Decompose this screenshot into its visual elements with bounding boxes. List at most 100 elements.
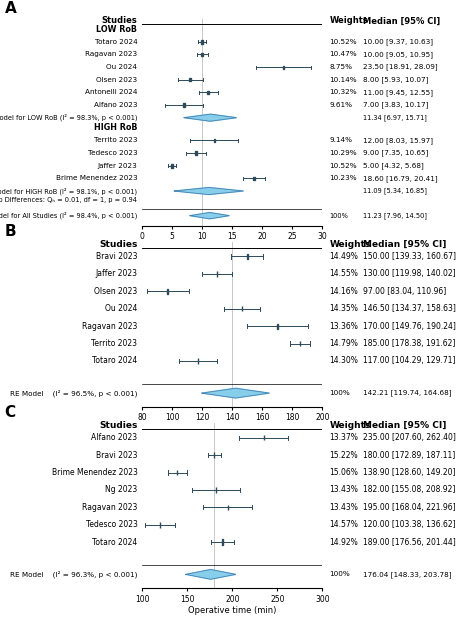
Text: A: A (5, 1, 17, 16)
Polygon shape (190, 212, 229, 219)
Text: 100%: 100% (329, 212, 348, 219)
Text: Alfano 2023: Alfano 2023 (91, 433, 137, 442)
Text: RE Model    (I² = 96.3%, p < 0.001): RE Model (I² = 96.3%, p < 0.001) (10, 570, 137, 578)
Text: C: C (5, 404, 16, 420)
Text: Ragavan 2023: Ragavan 2023 (82, 322, 137, 331)
Text: 14.57%: 14.57% (329, 520, 358, 529)
Text: 23.50 [18.91, 28.09]: 23.50 [18.91, 28.09] (363, 64, 437, 71)
Bar (217, 271, 218, 277)
Text: 130.00 [119.98, 140.02]: 130.00 [119.98, 140.02] (363, 270, 455, 279)
Text: 10.52%: 10.52% (329, 163, 357, 169)
Bar (201, 53, 203, 56)
Text: 120.00 [103.38, 136.62]: 120.00 [103.38, 136.62] (363, 520, 455, 529)
Text: 14.16%: 14.16% (329, 287, 358, 296)
Text: 15.22%: 15.22% (329, 451, 358, 460)
Text: 9.14%: 9.14% (329, 137, 353, 144)
Text: Olsen 2023: Olsen 2023 (94, 287, 137, 296)
Text: Median [95% CI]: Median [95% CI] (363, 17, 440, 25)
Text: 18.60 [16.79, 20.41]: 18.60 [16.79, 20.41] (363, 175, 437, 182)
Text: Ragavan 2023: Ragavan 2023 (85, 52, 137, 57)
Text: 9.00 [7.35, 10.65]: 9.00 [7.35, 10.65] (363, 149, 428, 156)
Text: Tedesco 2023: Tedesco 2023 (88, 150, 137, 156)
Text: Brime Menendez 2023: Brime Menendez 2023 (56, 176, 137, 181)
Text: 14.35%: 14.35% (329, 304, 358, 313)
Text: Bravi 2023: Bravi 2023 (96, 252, 137, 261)
Text: 11.09 [5.34, 16.85]: 11.09 [5.34, 16.85] (363, 188, 427, 195)
Text: 10.00 [9.05, 10.95]: 10.00 [9.05, 10.95] (363, 51, 433, 58)
Text: 100%: 100% (329, 571, 350, 577)
Text: 10.32%: 10.32% (329, 90, 357, 95)
Text: 235.00 [207.60, 262.40]: 235.00 [207.60, 262.40] (363, 433, 456, 442)
Text: 146.50 [134.37, 158.63]: 146.50 [134.37, 158.63] (363, 304, 456, 313)
Text: Studies: Studies (99, 421, 137, 430)
Text: 13.37%: 13.37% (329, 433, 358, 442)
Text: Totaro 2024: Totaro 2024 (92, 537, 137, 547)
Text: RE Model for LOW RoB (I² = 98.3%, p < 0.001): RE Model for LOW RoB (I² = 98.3%, p < 0.… (0, 114, 137, 121)
Text: HIGH RoB: HIGH RoB (94, 123, 137, 132)
X-axis label: Console time (min): Console time (min) (192, 425, 273, 434)
Text: RE Model for All Studies (I² = 98.4%, p < 0.001): RE Model for All Studies (I² = 98.4%, p … (0, 212, 137, 219)
Text: 10.52%: 10.52% (329, 39, 357, 45)
Bar (183, 104, 185, 107)
Text: 14.55%: 14.55% (329, 270, 358, 279)
Text: 195.00 [168.04, 221.96]: 195.00 [168.04, 221.96] (363, 503, 455, 512)
Polygon shape (184, 114, 237, 121)
Text: Ou 2024: Ou 2024 (105, 304, 137, 313)
Text: Bravi 2023: Bravi 2023 (96, 451, 137, 460)
Text: 150.00 [139.33, 160.67]: 150.00 [139.33, 160.67] (363, 252, 456, 261)
Text: 100%: 100% (329, 390, 350, 396)
Text: Ragavan 2023: Ragavan 2023 (82, 503, 137, 512)
Text: 10.29%: 10.29% (329, 150, 357, 156)
Text: Ou 2024: Ou 2024 (107, 64, 137, 70)
Text: Territo 2023: Territo 2023 (94, 137, 137, 144)
Text: LOW RoB: LOW RoB (97, 25, 137, 34)
Text: Weights: Weights (329, 17, 368, 25)
Text: 8.75%: 8.75% (329, 64, 353, 70)
Text: 13.43%: 13.43% (329, 485, 358, 494)
Text: 10.14%: 10.14% (329, 77, 357, 83)
Text: 10.00 [9.37, 10.63]: 10.00 [9.37, 10.63] (363, 38, 433, 45)
Text: 13.36%: 13.36% (329, 322, 358, 331)
Text: Antonelli 2024: Antonelli 2024 (85, 90, 137, 95)
Bar (253, 177, 255, 180)
Text: Ng 2023: Ng 2023 (105, 485, 137, 494)
Text: Studies: Studies (99, 240, 137, 249)
Text: 10.47%: 10.47% (329, 52, 357, 57)
Text: 14.92%: 14.92% (329, 537, 358, 547)
Polygon shape (174, 188, 243, 195)
Text: Weights: Weights (329, 240, 371, 249)
Text: Olsen 2023: Olsen 2023 (96, 77, 137, 83)
Text: 13.43%: 13.43% (329, 503, 358, 512)
Text: Studies: Studies (102, 17, 137, 25)
Text: 11.00 [9.45, 12.55]: 11.00 [9.45, 12.55] (363, 89, 433, 96)
Text: 14.79%: 14.79% (329, 339, 358, 348)
Bar (172, 164, 173, 167)
Text: 170.00 [149.76, 190.24]: 170.00 [149.76, 190.24] (363, 322, 456, 331)
Text: 7.00 [3.83, 10.17]: 7.00 [3.83, 10.17] (363, 102, 428, 108)
Text: 138.90 [128.60, 149.20]: 138.90 [128.60, 149.20] (363, 468, 455, 477)
Text: RE Model for HIGH RoB (I² = 98.1%, p < 0.001): RE Model for HIGH RoB (I² = 98.1%, p < 0… (0, 187, 137, 195)
Text: 189.00 [176.56, 201.44]: 189.00 [176.56, 201.44] (363, 537, 456, 547)
Text: Alfano 2023: Alfano 2023 (94, 102, 137, 108)
Bar (195, 151, 197, 155)
X-axis label: Operative time (min): Operative time (min) (188, 606, 276, 615)
Bar (190, 78, 191, 81)
Text: Median [95% CI]: Median [95% CI] (363, 421, 446, 430)
Text: 176.04 [148.33, 203.78]: 176.04 [148.33, 203.78] (363, 571, 451, 577)
Text: Jaffer 2023: Jaffer 2023 (98, 163, 137, 169)
Text: Territo 2023: Territo 2023 (91, 339, 137, 348)
Text: Brime Menendez 2023: Brime Menendez 2023 (52, 468, 137, 477)
Bar (201, 40, 203, 44)
Text: 10.23%: 10.23% (329, 176, 357, 181)
Text: 14.49%: 14.49% (329, 252, 358, 261)
Text: Totaro 2024: Totaro 2024 (95, 39, 137, 45)
Polygon shape (202, 388, 269, 398)
Text: 15.06%: 15.06% (329, 468, 358, 477)
Text: 97.00 [83.04, 110.96]: 97.00 [83.04, 110.96] (363, 287, 446, 296)
Text: 11.34 [6.97, 15.71]: 11.34 [6.97, 15.71] (363, 114, 427, 121)
Text: Median [95% CI]: Median [95% CI] (363, 240, 446, 249)
Text: 8.00 [5.93, 10.07]: 8.00 [5.93, 10.07] (363, 76, 428, 83)
Text: Totaro 2024: Totaro 2024 (92, 356, 137, 366)
Text: 12.00 [8.03, 15.97]: 12.00 [8.03, 15.97] (363, 137, 433, 144)
Bar (213, 139, 215, 142)
